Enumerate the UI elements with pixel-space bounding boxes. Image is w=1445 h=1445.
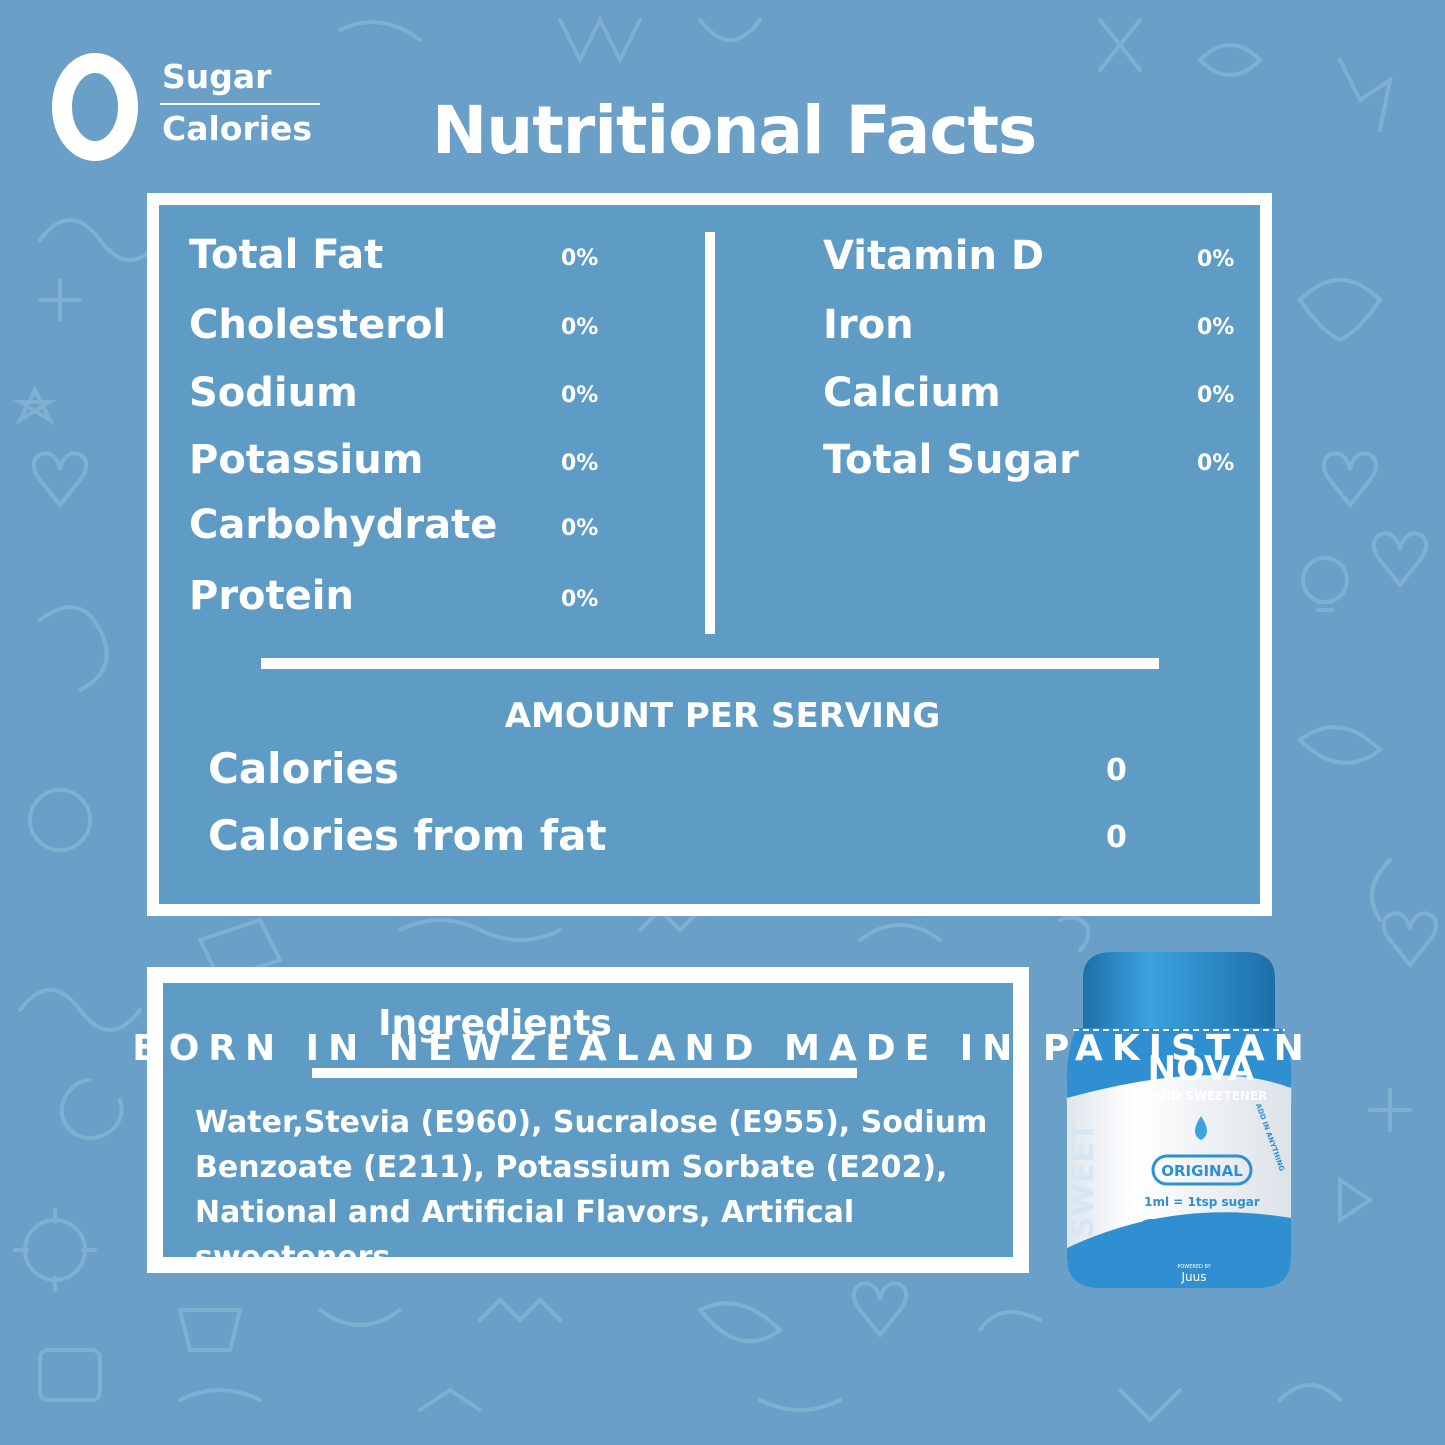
product-brand: NÓVA bbox=[1148, 1048, 1255, 1089]
nutrient-value: 0% bbox=[561, 246, 599, 271]
footer-tagline: BORN IN NEWZEALAND MADE IN PAKISTAN bbox=[132, 1028, 1313, 1069]
badge-calories-label: Calories bbox=[162, 109, 313, 148]
nutrient-label: Total Sugar bbox=[823, 437, 1079, 483]
product-variant: ORIGINAL bbox=[1161, 1162, 1243, 1180]
nutrient-value: 0% bbox=[1197, 247, 1235, 272]
serving-heading: AMOUNT PER SERVING bbox=[504, 696, 941, 736]
product-dose: 1ml = 1tsp sugar bbox=[1144, 1195, 1260, 1209]
product-badge-line: ZERO bbox=[1140, 1229, 1161, 1237]
nutrient-value: 0% bbox=[561, 451, 599, 476]
ingredients-text: Water,Stevia (E960), Sucralose (E955), S… bbox=[195, 1100, 995, 1280]
product-powered-by: POWERED BY bbox=[1177, 1264, 1211, 1270]
product-bottle-image: NÓVA LIQUID SWEETENER ORIGINAL 1ml = 1ts… bbox=[1066, 952, 1292, 1288]
ingredients-rule bbox=[312, 1068, 857, 1078]
product-badge-line: SERVINGS bbox=[1223, 1239, 1252, 1245]
nutrient-value: 0% bbox=[561, 516, 599, 541]
product-badge-line: 60+ bbox=[1229, 1229, 1245, 1237]
badge-sugar-label: Sugar bbox=[162, 57, 272, 96]
nutrient-label: Potassium bbox=[189, 437, 424, 483]
page-title: Nutritional Facts bbox=[432, 92, 1037, 169]
zero-numeral-icon bbox=[52, 53, 138, 161]
nutrient-label: Cholesterol bbox=[189, 302, 447, 348]
section-divider bbox=[261, 658, 1159, 669]
ingredients-heading: Ingredients bbox=[378, 1003, 612, 1044]
nutrient-label: Iron bbox=[823, 302, 914, 348]
product-badge-line: SUGAR bbox=[1141, 1239, 1161, 1245]
serving-value: 0 bbox=[1106, 753, 1127, 788]
nutrition-facts-panel bbox=[147, 193, 1272, 916]
ingredients-line: National and Artificial Flavors, Artific… bbox=[195, 1195, 855, 1275]
column-divider bbox=[705, 232, 715, 634]
serving-value: 0 bbox=[1106, 820, 1127, 855]
product-maker: Juus bbox=[1180, 1270, 1206, 1284]
badge-divider bbox=[160, 103, 320, 105]
ingredients-panel bbox=[147, 967, 1029, 1273]
product-subtitle: LIQUID SWEETENER bbox=[1135, 1089, 1268, 1103]
product-side-word: SWEET bbox=[1066, 1121, 1101, 1238]
nutrient-value: 0% bbox=[1197, 383, 1235, 408]
product-badge-line: ZERO bbox=[1183, 1229, 1204, 1237]
ingredients-line: Benzoate (E211), Potassium Sorbate (E202… bbox=[195, 1150, 948, 1185]
product-badge-line: CALORIES bbox=[1180, 1239, 1208, 1245]
nutrient-label: Total Fat bbox=[189, 232, 384, 278]
nutrient-label: Vitamin D bbox=[823, 233, 1045, 279]
nutrient-value: 0% bbox=[561, 315, 599, 340]
nutrient-label: Sodium bbox=[189, 370, 358, 416]
nutrient-value: 0% bbox=[1197, 315, 1235, 340]
ingredients-inner bbox=[163, 983, 1013, 1257]
nutrient-label: Carbohydrate bbox=[189, 502, 498, 548]
ingredients-line: Water,Stevia (E960), Sucralose (E955), S… bbox=[195, 1105, 988, 1140]
nutrient-value: 0% bbox=[1197, 451, 1235, 476]
nutrient-value: 0% bbox=[561, 587, 599, 612]
nutrient-label: Protein bbox=[189, 573, 354, 619]
serving-label: Calories from fat bbox=[208, 811, 607, 860]
nutrient-label: Calcium bbox=[823, 370, 1001, 416]
serving-label: Calories bbox=[208, 744, 400, 793]
nutrient-value: 0% bbox=[561, 383, 599, 408]
